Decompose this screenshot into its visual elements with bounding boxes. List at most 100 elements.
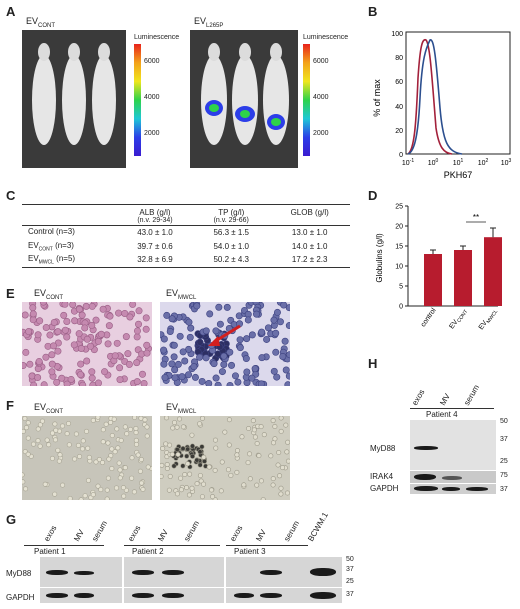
cell xyxy=(231,372,239,380)
cell xyxy=(257,380,265,386)
cell xyxy=(234,452,240,458)
cell xyxy=(87,342,95,350)
cell xyxy=(139,480,145,486)
cell xyxy=(114,426,120,432)
y-tick: 60 xyxy=(395,79,403,86)
cell xyxy=(142,314,150,322)
globulins-bar-chart: Globulins (g/l) 0 5 10 15 20 25 control EVCONT… xyxy=(375,204,502,331)
cell xyxy=(115,309,123,317)
histogram-xlabel: PKH67 xyxy=(444,170,473,180)
cell xyxy=(176,332,184,340)
cell xyxy=(133,333,141,341)
culture-cells-mwcl xyxy=(160,416,290,500)
table-row: EVCONT (n=3) 39.7 ± 0.6 54.0 ± 1.0 14.0 … xyxy=(22,240,350,254)
cell xyxy=(96,457,102,463)
cell xyxy=(241,482,247,488)
cell xyxy=(81,324,89,332)
cell xyxy=(55,447,61,453)
patient-label: Patient 3 xyxy=(234,547,266,556)
table-cell: 13.0 ± 1.0 xyxy=(291,228,328,238)
mice-image-l265p xyxy=(201,43,289,145)
band xyxy=(132,570,154,575)
y-tick-label: 15 xyxy=(395,244,403,251)
cell xyxy=(247,476,253,482)
cell xyxy=(160,360,168,368)
cell xyxy=(53,427,59,433)
cell xyxy=(113,339,121,347)
culture-image-control xyxy=(22,416,152,500)
cell xyxy=(133,378,141,386)
cell xyxy=(286,351,290,359)
mw-marker: 75 xyxy=(500,472,508,479)
cell xyxy=(189,485,195,491)
cell xyxy=(142,325,150,333)
blot-row-label: IRAK4 xyxy=(370,472,394,481)
band xyxy=(74,593,94,598)
cell xyxy=(50,430,56,436)
cell xyxy=(282,366,290,374)
cell xyxy=(106,312,114,320)
cell xyxy=(225,467,231,473)
cell xyxy=(234,448,240,454)
cell xyxy=(34,374,42,382)
cell xyxy=(199,416,205,421)
cell xyxy=(272,423,278,429)
cell xyxy=(166,487,172,493)
cell xyxy=(223,303,231,311)
cell xyxy=(77,360,85,368)
cell xyxy=(216,320,224,328)
y-tick: 0 xyxy=(399,152,403,159)
cell xyxy=(114,485,120,491)
lane-label: MV xyxy=(438,392,452,407)
cell xyxy=(109,446,115,452)
mw-marker: 50 xyxy=(500,418,508,425)
cell xyxy=(144,433,150,439)
lane-label: exos xyxy=(228,523,245,543)
cell xyxy=(58,374,66,382)
mw-marker: 50 xyxy=(346,556,354,563)
cell xyxy=(252,434,258,440)
cell xyxy=(228,472,234,478)
cell xyxy=(26,360,34,368)
cell xyxy=(100,439,106,445)
blood-smear-control xyxy=(22,302,152,386)
cell xyxy=(79,381,87,386)
cell xyxy=(93,459,99,465)
cell xyxy=(197,421,203,427)
cell xyxy=(278,428,284,434)
cell xyxy=(160,462,165,468)
table-cell: 54.0 ± 1.0 xyxy=(213,241,249,251)
panel-f-left-title: EVCONT xyxy=(34,402,64,415)
cell xyxy=(270,482,276,488)
cell xyxy=(105,475,111,481)
cell xyxy=(105,440,111,446)
cell xyxy=(84,428,90,434)
cell xyxy=(185,461,191,467)
cell xyxy=(54,347,62,355)
cell xyxy=(193,302,201,310)
cell xyxy=(46,331,54,339)
mw-marker: 37 xyxy=(500,436,508,443)
blot-row-label: MyD88 xyxy=(6,569,32,578)
row-label: EV xyxy=(28,240,39,250)
x-tick-label: control xyxy=(420,307,438,329)
cell xyxy=(125,360,133,368)
mw-marker: 37 xyxy=(500,486,508,493)
patient-bracket xyxy=(226,545,308,546)
cell xyxy=(29,304,37,312)
cell xyxy=(185,371,193,379)
cell xyxy=(248,374,256,382)
band xyxy=(414,446,438,450)
cell xyxy=(80,438,86,444)
cell xyxy=(226,442,232,448)
cell xyxy=(186,333,194,341)
cell xyxy=(253,310,261,318)
cell xyxy=(117,467,123,473)
panel-label-h: H xyxy=(368,356,378,371)
patient-bracket xyxy=(124,545,220,546)
cell xyxy=(163,416,169,421)
cell xyxy=(170,353,178,361)
cell xyxy=(67,375,75,383)
cell xyxy=(128,426,134,432)
histogram-ylabel: % of max xyxy=(372,79,382,117)
